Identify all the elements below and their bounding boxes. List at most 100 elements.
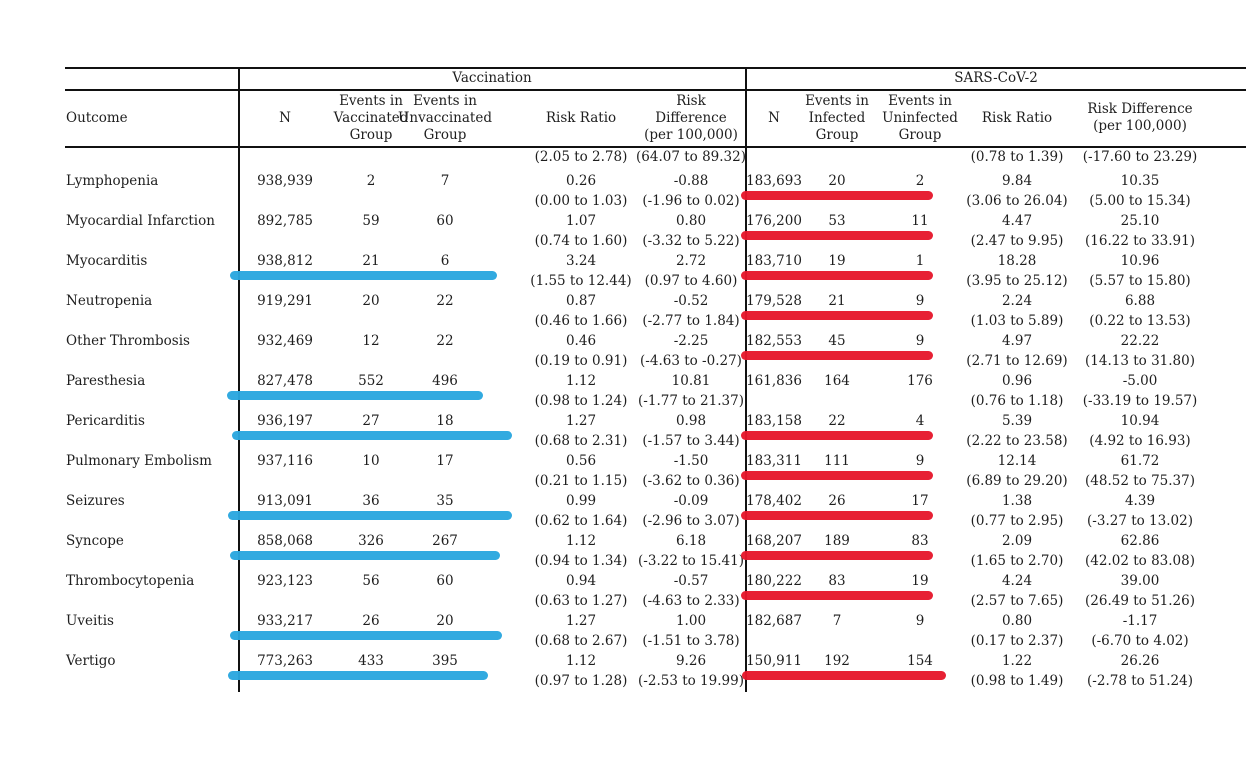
vax-n-value: 937,116 [257,453,313,469]
sars-risk-difference-ci: (5.00 to 15.34) [1089,193,1191,209]
vax-risk-difference-value: 0.80 [675,213,707,229]
red-highlight-marker [741,471,933,480]
vax-risk-difference-ci: (-1.96 to 0.02) [642,193,740,209]
orphan-sars-risk-difference-ci: (-17.60 to 23.29) [1082,149,1198,165]
sars-risk-ratio-ci: (1.65 to 2.70) [970,553,1064,569]
sars-events-infected-value: 192 [824,653,850,669]
vax-events-unvaccinated-value: 496 [432,373,458,389]
outcome-name: Pulmonary Embolism [66,453,212,469]
vax-risk-ratio-ci: (0.21 to 1.15) [534,473,628,489]
outcome-name: Paresthesia [66,373,146,389]
table-row: Lymphopenia 938,939 2 7 0.26 (0.00 to 1.03) -0… [0,171,1246,211]
sars-events-infected-value: 189 [824,533,850,549]
sars-risk-ratio-value: 2.24 [1001,293,1033,309]
sars-events-uninfected-value: 176 [907,373,933,389]
vax-risk-difference-value: -0.52 [673,293,709,309]
vax-risk-ratio-value: 0.46 [565,333,597,349]
vax-events-unvaccinated-value: 17 [436,453,454,469]
sars-risk-difference-ci: (16.22 to 33.91) [1085,233,1195,249]
vax-risk-difference-ci: (-1.51 to 3.78) [642,633,740,649]
sars-risk-difference-ci: (-33.19 to 19.57) [1082,393,1198,409]
vax-risk-ratio-value: 1.12 [565,373,597,389]
vax-risk-ratio-value: 1.27 [565,613,597,629]
vax-risk-ratio-ci: (0.74 to 1.60) [534,233,628,249]
vax-n-value: 936,197 [257,413,313,429]
outcome-name: Myocardial Infarction [66,213,215,229]
sars-events-uninfected-value: 9 [915,333,925,349]
sars-risk-ratio-ci: (2.57 to 7.65) [970,593,1064,609]
vax-risk-ratio-ci: (1.55 to 12.44) [530,273,632,289]
vax-events-unvaccinated-value: 395 [432,653,458,669]
sars-n-value: 183,158 [746,413,802,429]
vax-risk-difference-value: -0.57 [673,573,709,589]
vax-risk-difference-ci: (-3.32 to 5.22) [642,233,740,249]
sars-risk-ratio-ci: (1.03 to 5.89) [970,313,1064,329]
sars-events-uninfected-value: 2 [915,173,925,189]
vax-n-value: 827,478 [257,373,313,389]
sars-risk-difference-value: -5.00 [1122,373,1158,389]
vax-events-unvaccinated-value: 60 [436,213,454,229]
sars-risk-difference-ci: (0.22 to 13.53) [1089,313,1191,329]
red-highlight-marker [741,591,933,600]
vax-risk-difference-ci: (-2.53 to 19.99) [638,673,744,689]
blue-highlight-marker [230,551,500,560]
vax-events-vaccinated-value: 12 [362,333,380,349]
vax-risk-ratio-value: 1.12 [565,533,597,549]
sars-n-value: 161,836 [746,373,802,389]
table-row: Pericarditis 936,197 27 18 1.27 (0.68 to 2.31… [0,411,1246,451]
vax-risk-ratio-value: 0.26 [565,173,597,189]
vax-risk-difference-ci: (-4.63 to -0.27) [640,353,742,369]
sars-risk-difference-value: 26.26 [1120,653,1160,669]
outcome-name: Other Thrombosis [66,333,190,349]
vax-events-vaccinated-value: 59 [362,213,380,229]
vax-events-unvaccinated-value: 60 [436,573,454,589]
vax-risk-ratio-value: 0.87 [565,293,597,309]
sars-risk-ratio-value: 18.28 [997,253,1037,269]
blue-highlight-marker [228,511,512,520]
sars-n-column-header: N [768,109,780,126]
vax-events-unvaccinated-column-header: Events in Unvaccinated Group [398,92,492,143]
sars-events-infected-value: 45 [828,333,846,349]
sars-risk-difference-value: 25.10 [1120,213,1160,229]
vax-risk-difference-ci: (-4.63 to 2.33) [642,593,740,609]
vax-risk-ratio-ci: (0.94 to 1.34) [534,553,628,569]
vax-n-value: 892,785 [257,213,313,229]
sars-risk-ratio-value: 4.47 [1001,213,1033,229]
table-row: Neutropenia 919,291 20 22 0.87 (0.46 to 1.66)… [0,291,1246,331]
orphan-ci-row: (2.05 to 2.78) (64.07 to 89.32) (0.78 to… [0,147,1246,167]
vax-risk-difference-value: 0.98 [675,413,707,429]
table-top-rule [65,67,1246,69]
sars-n-value: 178,402 [746,493,802,509]
sars-events-uninfected-value: 1 [915,253,925,269]
vax-events-vaccinated-value: 433 [358,653,384,669]
vax-risk-difference-ci: (0.97 to 4.60) [644,273,738,289]
vax-events-vaccinated-value: 56 [362,573,380,589]
vax-risk-ratio-ci: (0.63 to 1.27) [534,593,628,609]
vax-risk-difference-ci: (-2.77 to 1.84) [642,313,740,329]
section-divider [745,67,747,692]
red-highlight-marker [741,551,933,560]
vax-risk-ratio-column-header: Risk Ratio [545,109,617,126]
outcome-name: Uveitis [66,613,114,629]
vax-risk-ratio-ci: (0.46 to 1.66) [534,313,628,329]
vax-events-unvaccinated-value: 35 [436,493,454,509]
orphan-sars-risk-ratio-ci: (0.78 to 1.39) [970,149,1064,165]
sars-events-infected-value: 22 [828,413,846,429]
sars-risk-difference-ci: (5.57 to 15.80) [1089,273,1191,289]
sars-risk-ratio-ci: (0.77 to 2.95) [970,513,1064,529]
vax-events-unvaccinated-value: 20 [436,613,454,629]
table-row: Paresthesia 827,478 552 496 1.12 (0.98 to 1.2… [0,371,1246,411]
sars-risk-ratio-ci: (2.22 to 23.58) [966,433,1068,449]
sars-events-infected-value: 164 [824,373,850,389]
sars-risk-difference-value: 4.39 [1124,493,1156,509]
sars-risk-difference-ci: (-3.27 to 13.02) [1087,513,1193,529]
vax-n-value: 773,263 [257,653,313,669]
vax-risk-ratio-value: 0.99 [565,493,597,509]
outcome-name: Lymphopenia [66,173,159,189]
sars-risk-ratio-column-header: Risk Ratio [981,109,1053,126]
vax-events-vaccinated-value: 552 [358,373,384,389]
sars-risk-ratio-value: 4.24 [1001,573,1033,589]
table-row: Thrombocytopenia 923,123 56 60 0.94 (0.63 to … [0,571,1246,611]
outcome-name: Seizures [66,493,125,509]
sars-events-uninfected-value: 4 [915,413,925,429]
